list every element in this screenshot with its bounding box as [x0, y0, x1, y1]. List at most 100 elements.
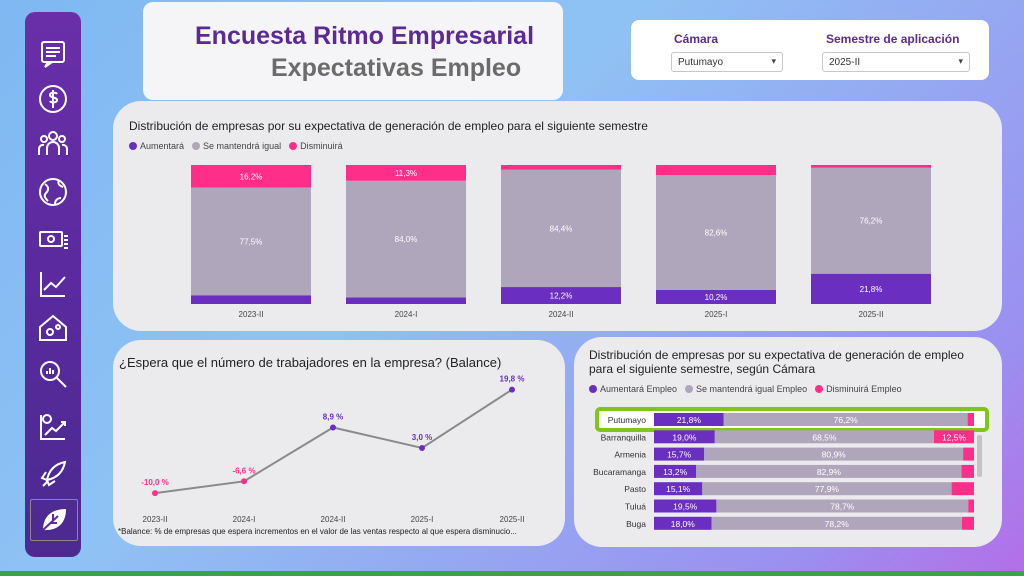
bar-segment [501, 287, 621, 304]
sidebar [25, 12, 81, 557]
line-chart: -10,0 % 2023-II -6,6 % 2024-I 8,9 % 2024-II 3,… [141, 375, 525, 524]
money-icon[interactable] [30, 220, 76, 260]
data-label: 21,8% [677, 415, 702, 425]
legend-label: Se mantendrá igual Empleo [696, 384, 808, 394]
legend-label: Aumentará Empleo [600, 384, 678, 394]
y-category-label: Bucaramanga [593, 467, 646, 477]
bar-segment [346, 180, 466, 298]
chart1-title: Distribución de empresas por su expectat… [129, 119, 648, 133]
bar-segment [191, 165, 311, 188]
growth-chart-icon[interactable] [30, 407, 76, 447]
data-label: 12,2% [550, 292, 573, 301]
data-label: 84,4% [550, 224, 573, 233]
data-label: 82,9% [817, 467, 842, 477]
bar-segment [654, 499, 717, 513]
bar-segment [654, 430, 715, 444]
legend-label: Disminuirá [300, 141, 343, 151]
data-label: 76,2% [834, 415, 859, 425]
stacked-column-chart: 77,5% 16,2% 2023-II 84,0% 11,3% 2024-I 12,2% 84… [191, 165, 931, 319]
bar-segment [656, 165, 776, 176]
bar-segment [963, 447, 974, 461]
scrollbar[interactable] [977, 435, 982, 477]
data-label: 78,2% [825, 519, 850, 529]
bar-segment [191, 187, 311, 296]
bar-segment [934, 430, 974, 444]
bar-segment [968, 499, 974, 513]
data-label: -6,6 % [232, 466, 255, 475]
data-label: 84,0% [395, 235, 418, 244]
bar-segment [951, 482, 974, 496]
bar-segment [961, 516, 974, 530]
x-tick-label: 2025-II [500, 515, 525, 524]
chart1-legend: Aumentará Se mantendrá igual Disminuirá [129, 141, 343, 151]
rocket-icon[interactable] [30, 454, 76, 494]
chart-card-camara: Distribución de empresas por su expectat… [574, 337, 1002, 547]
camara-select[interactable]: Putumayo ▾ [671, 52, 783, 72]
bar-segment [654, 447, 705, 461]
leaf-icon[interactable] [30, 499, 78, 541]
x-tick-label: 2023-II [239, 310, 264, 319]
y-category-label: Barranquilla [601, 432, 647, 442]
data-point [419, 444, 425, 451]
y-category-label: Putumayo [608, 415, 647, 425]
house-gear-icon[interactable] [30, 308, 76, 348]
x-tick-label: 2025-I [411, 515, 434, 524]
data-label: 77,5% [240, 237, 263, 246]
bar-segment [656, 175, 776, 290]
data-label: 19,0% [672, 432, 697, 442]
data-point [330, 424, 336, 431]
dollar-icon[interactable] [30, 79, 76, 119]
report-icon[interactable] [30, 34, 76, 74]
x-tick-label: 2024-I [395, 310, 418, 319]
y-category-label: Armenia [614, 450, 646, 460]
bar-segment [714, 430, 934, 444]
data-label: 19,5% [673, 502, 698, 512]
filter-card: Cámara Putumayo ▾ Semestre de aplicación… [631, 20, 989, 80]
dashboard-title: Encuesta Ritmo Empresarial [195, 22, 535, 50]
data-label: 8,9 % [323, 412, 343, 421]
data-label: 16,2% [240, 172, 263, 181]
data-label: 11,3% [395, 169, 417, 178]
x-tick-label: 2023-II [143, 515, 168, 524]
bar-segment [501, 165, 621, 170]
bar-segment [811, 165, 931, 168]
camara-label: Cámara [674, 32, 719, 46]
y-category-label: Buga [626, 519, 646, 529]
legend-dot [192, 142, 201, 150]
data-label: 12,5% [942, 432, 967, 442]
dashboard-subtitle: Expectativas Empleo [271, 54, 522, 82]
search-chart-icon[interactable] [30, 354, 76, 394]
data-label: 78,7% [830, 502, 855, 512]
semestre-select[interactable]: 2025-II ▾ [822, 52, 970, 72]
data-label: 13,2% [663, 467, 688, 477]
data-label: 80,9% [822, 450, 847, 460]
data-label: 18,0% [671, 519, 696, 529]
data-point [241, 478, 247, 485]
bar-segment [716, 499, 969, 513]
bar-segment [654, 516, 712, 530]
bar-segment [654, 482, 703, 496]
data-point [509, 386, 515, 393]
trend-icon[interactable] [30, 264, 76, 304]
legend-label: Se mantendrá igual [203, 141, 282, 151]
legend-dot [815, 385, 824, 393]
data-point [152, 490, 158, 497]
bar-segment [346, 165, 466, 181]
bar-segment [967, 413, 974, 426]
bar-segment [654, 413, 724, 426]
legend-dot [589, 385, 597, 393]
legend-dot [685, 385, 694, 393]
bar-segment [961, 464, 974, 478]
data-label: 19,8 % [500, 375, 525, 384]
data-label: 10,2% [705, 293, 728, 302]
bar-segment [811, 167, 931, 274]
bar-segment [654, 464, 697, 478]
x-tick-label: 2025-II [859, 310, 884, 319]
data-label: 15,7% [667, 450, 692, 460]
stacked-bar-chart: Putumayo 21,8% 76,2% Barranquilla 19,0% 68,5%… [593, 407, 989, 530]
bar-segment [811, 273, 931, 304]
data-label: 68,5% [812, 432, 837, 442]
semestre-label: Semestre de aplicación [826, 32, 960, 46]
people-icon[interactable] [30, 125, 76, 165]
globe-icon[interactable] [30, 172, 76, 212]
